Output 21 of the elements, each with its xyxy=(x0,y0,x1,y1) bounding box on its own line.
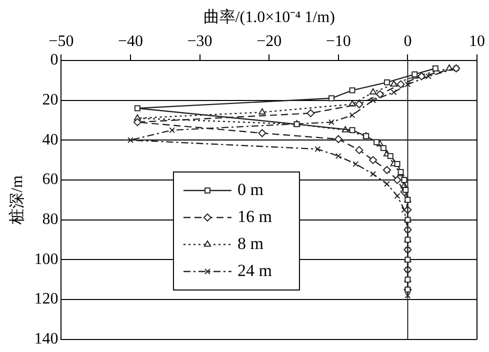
y-tick-label: 20 xyxy=(42,91,58,108)
x-tick-label: −20 xyxy=(256,33,282,50)
y-tick-label: 120 xyxy=(34,290,58,308)
y-tick-label: 60 xyxy=(42,171,58,188)
y-tick-label: 80 xyxy=(42,211,58,228)
legend-label: 16 m xyxy=(237,206,272,226)
x-tick-label: −40 xyxy=(118,33,144,50)
legend-label: 24 m xyxy=(237,260,272,280)
x-tick-label: 0 xyxy=(404,33,412,50)
y-tick-label: 100 xyxy=(34,250,58,268)
x-axis-title: 曲率/(1.0×10⁻⁴ 1/m) xyxy=(203,8,335,26)
x-tick-label: −10 xyxy=(326,33,351,50)
y-tick-label: 0 xyxy=(50,52,58,69)
y-axis-title: 桩深/m xyxy=(8,174,26,226)
legend-label: 0 m xyxy=(237,180,264,199)
legend-label: 8 m xyxy=(237,234,264,253)
x-tick-label: −50 xyxy=(48,33,74,50)
x-tick-label: −30 xyxy=(187,33,212,50)
y-tick-label: 140 xyxy=(34,330,58,348)
x-tick-label: 10 xyxy=(469,33,485,50)
y-tick-label: 40 xyxy=(42,131,58,148)
